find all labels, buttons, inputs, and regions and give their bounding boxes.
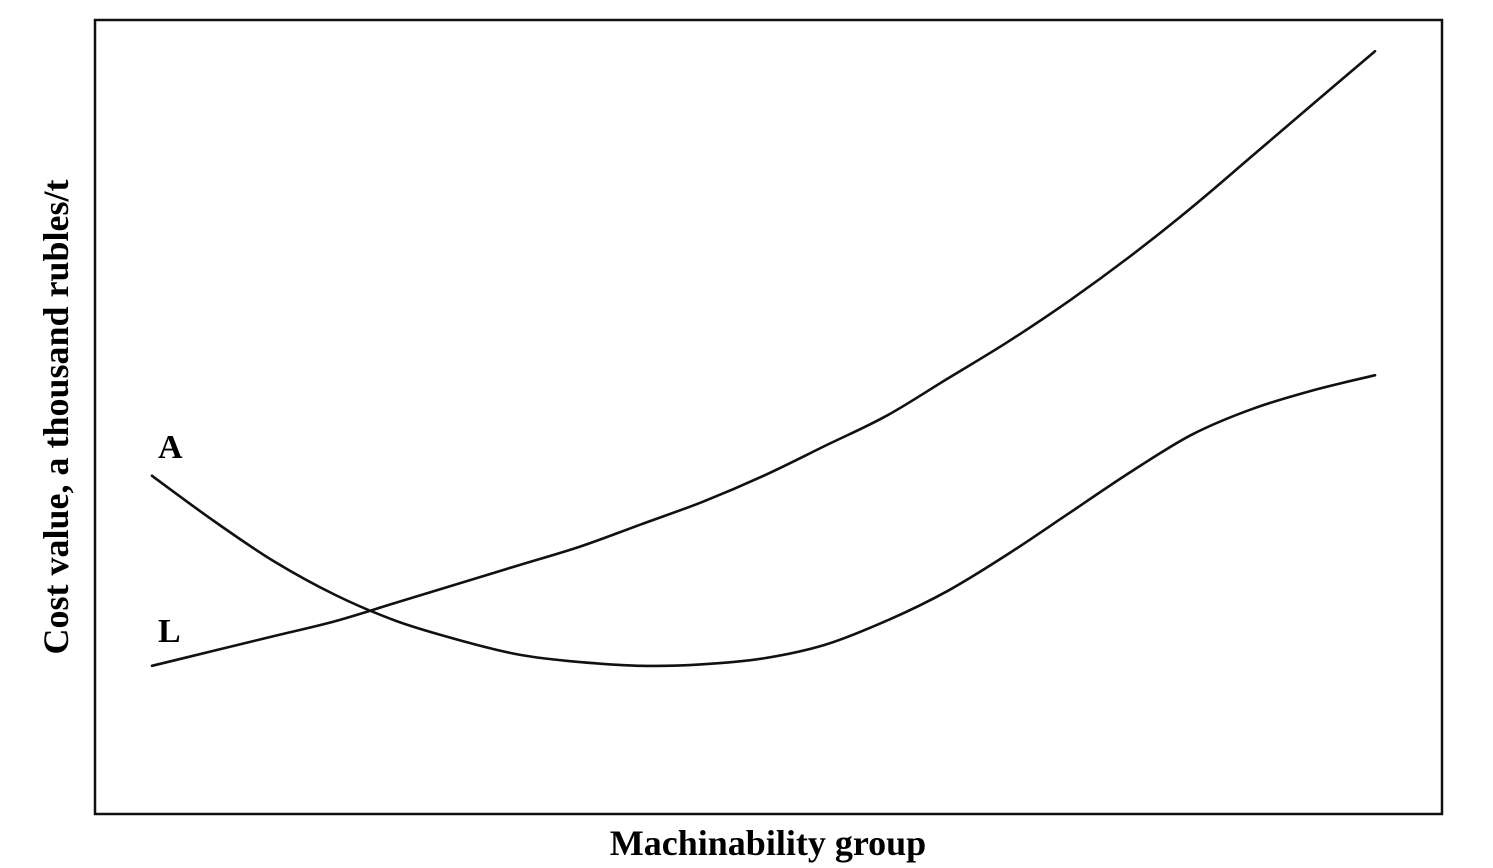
series-line-a: [150, 373, 1377, 668]
series-label-l: L: [158, 613, 181, 650]
x-axis-title: Machinability group: [610, 823, 926, 863]
y-axis-title: Cost value, a thousand rubles/t: [36, 179, 76, 654]
series-label-a: A: [158, 429, 183, 466]
series-label-layer: AL: [158, 429, 183, 650]
series-layer: [150, 49, 1377, 668]
series-line-l: [150, 49, 1377, 668]
plot-frame: [93, 18, 1444, 816]
